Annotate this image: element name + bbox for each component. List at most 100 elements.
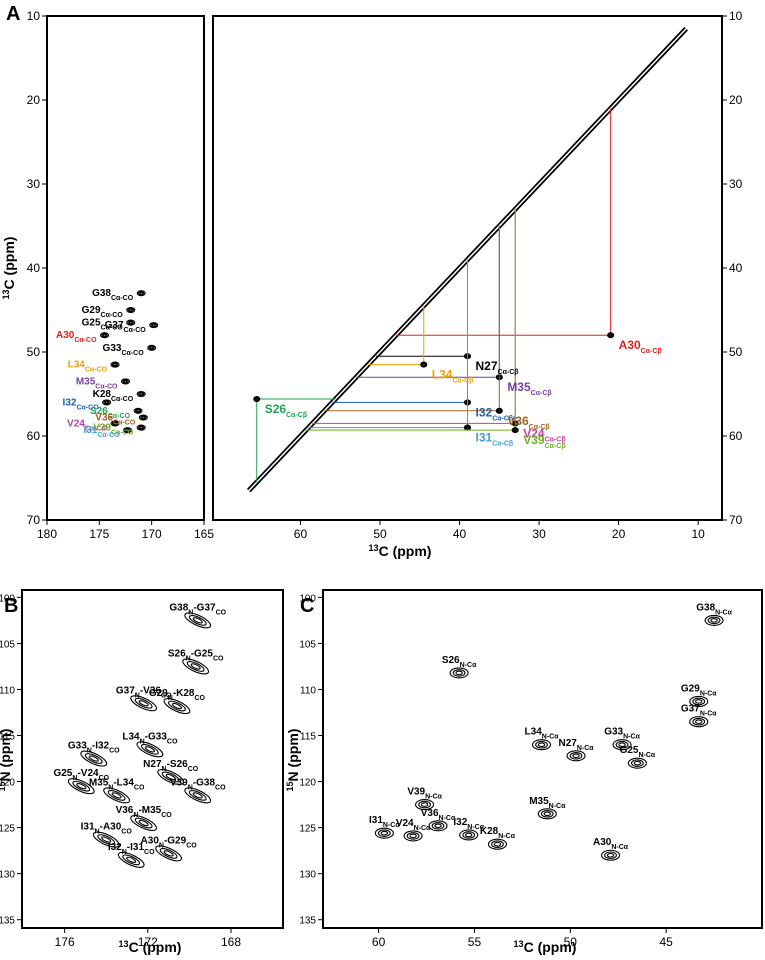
peak-label: K28Cα-CO	[93, 389, 134, 403]
contour	[449, 667, 469, 679]
label-main: I32	[108, 842, 122, 853]
contour	[188, 614, 207, 626]
peak-label: L34Cα-Cβ	[432, 368, 474, 385]
x-tick-label: 20	[612, 527, 626, 541]
contour	[102, 333, 107, 337]
peak	[100, 332, 110, 339]
contour	[92, 831, 120, 848]
y-tick-label: 30	[729, 177, 743, 191]
label-sub: N-Cα	[498, 833, 515, 840]
y-axis-label: 15N (ppm)	[0, 729, 13, 792]
peak-label: V24N-Cα	[396, 818, 431, 832]
label-main: -A30	[100, 822, 122, 833]
contour	[630, 759, 644, 767]
label-main: A30	[141, 835, 160, 846]
contour	[462, 831, 476, 839]
contour	[155, 845, 183, 862]
contour	[464, 832, 473, 838]
contour	[689, 716, 709, 728]
peak-label: K28N-Cα	[480, 826, 516, 840]
contour	[537, 742, 546, 748]
contour	[120, 378, 131, 385]
contour	[569, 751, 583, 760]
y-tick-label: 60	[729, 429, 743, 443]
label-sub: N	[135, 692, 140, 699]
y-tick-label: 40	[729, 261, 743, 275]
label-main: M35	[76, 376, 96, 387]
y-tick-label: 10	[729, 9, 743, 23]
peak	[92, 831, 120, 848]
y-axis-label-sup: 15	[285, 781, 295, 791]
label-sub: N	[168, 695, 173, 702]
contour	[130, 695, 158, 712]
label-sub: CO	[161, 692, 172, 699]
contour	[465, 426, 470, 430]
y-axis-label-sup: 15	[0, 781, 7, 791]
contour	[182, 658, 210, 675]
contour	[102, 399, 112, 406]
label-main: L34	[432, 368, 453, 382]
contour	[136, 390, 146, 398]
contour	[464, 425, 470, 430]
y-tick-label: 115	[300, 732, 316, 743]
peak-label: I32Cα-CO	[63, 397, 100, 411]
label-sub: N-Cα	[611, 844, 628, 851]
label-sub: N-Cα	[577, 744, 594, 751]
label-main: V39	[523, 433, 545, 447]
contour	[184, 612, 212, 629]
peak	[136, 390, 146, 398]
label-sub: N-Cα	[414, 824, 431, 831]
y-tick-label: 105	[0, 639, 15, 650]
peak	[138, 414, 148, 421]
contour	[163, 698, 191, 715]
frame	[46, 15, 205, 521]
label-sub: Cα-Cβ	[286, 412, 308, 419]
peak-label: A30N-Cα	[593, 837, 629, 851]
x-tick-label: 30	[532, 527, 546, 541]
label-sub: N-Cα	[383, 822, 400, 829]
peak	[374, 827, 394, 839]
contour	[428, 820, 448, 832]
label-main: L34	[68, 360, 86, 371]
label-sub: CO	[134, 784, 145, 791]
contour	[103, 400, 110, 405]
contour	[136, 741, 164, 758]
label-sub: N-Cα	[715, 609, 732, 616]
contour	[415, 799, 435, 811]
contour	[126, 319, 136, 326]
x-axis-label-text: C (ppm)	[379, 543, 432, 559]
label-main: G33	[68, 741, 87, 752]
contour	[418, 800, 432, 809]
contour	[566, 750, 586, 762]
label-sub: N-Cα	[439, 814, 456, 821]
contour	[67, 778, 95, 795]
peak-label: S26N-Cα	[442, 655, 477, 669]
label-sub: CO	[167, 738, 178, 745]
peak	[130, 815, 158, 832]
x-tick-label: 165	[194, 527, 214, 541]
label-main: G37	[116, 685, 135, 696]
peak	[627, 757, 647, 769]
contour	[491, 840, 504, 848]
peak-label: M35Cα-Cβ	[507, 380, 552, 397]
peak-label: L34N-G33CO	[122, 731, 178, 745]
peak	[163, 698, 191, 715]
label-sub: N	[188, 784, 193, 791]
label-sub: N	[159, 842, 164, 849]
label-sub: Cα-Cβ	[545, 443, 567, 450]
label-sub: N-Cα	[467, 823, 484, 830]
contour	[612, 739, 632, 751]
contour	[633, 760, 642, 766]
label-sub: Cα-CO	[111, 396, 134, 403]
y-tick-label: 115	[0, 732, 15, 743]
peak	[136, 424, 146, 431]
label-main: S26	[168, 648, 186, 659]
contour	[138, 291, 145, 296]
contour	[487, 838, 507, 850]
peak	[67, 778, 95, 795]
label-main: -G25	[191, 648, 214, 659]
peak	[566, 750, 586, 762]
contour	[139, 426, 144, 430]
label-sub: N	[188, 609, 193, 616]
peak	[612, 739, 632, 751]
